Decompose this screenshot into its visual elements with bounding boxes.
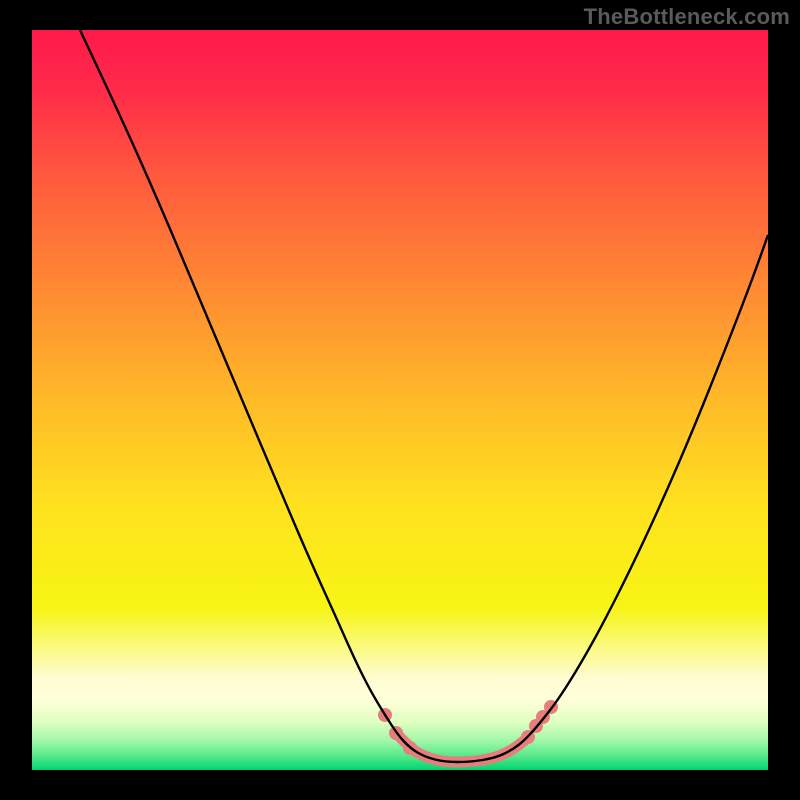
- chart-stage: TheBottleneck.com: [0, 0, 800, 800]
- watermark-text: TheBottleneck.com: [584, 4, 790, 30]
- bottleneck-chart: [0, 0, 800, 800]
- heatmap-plot: [32, 30, 768, 770]
